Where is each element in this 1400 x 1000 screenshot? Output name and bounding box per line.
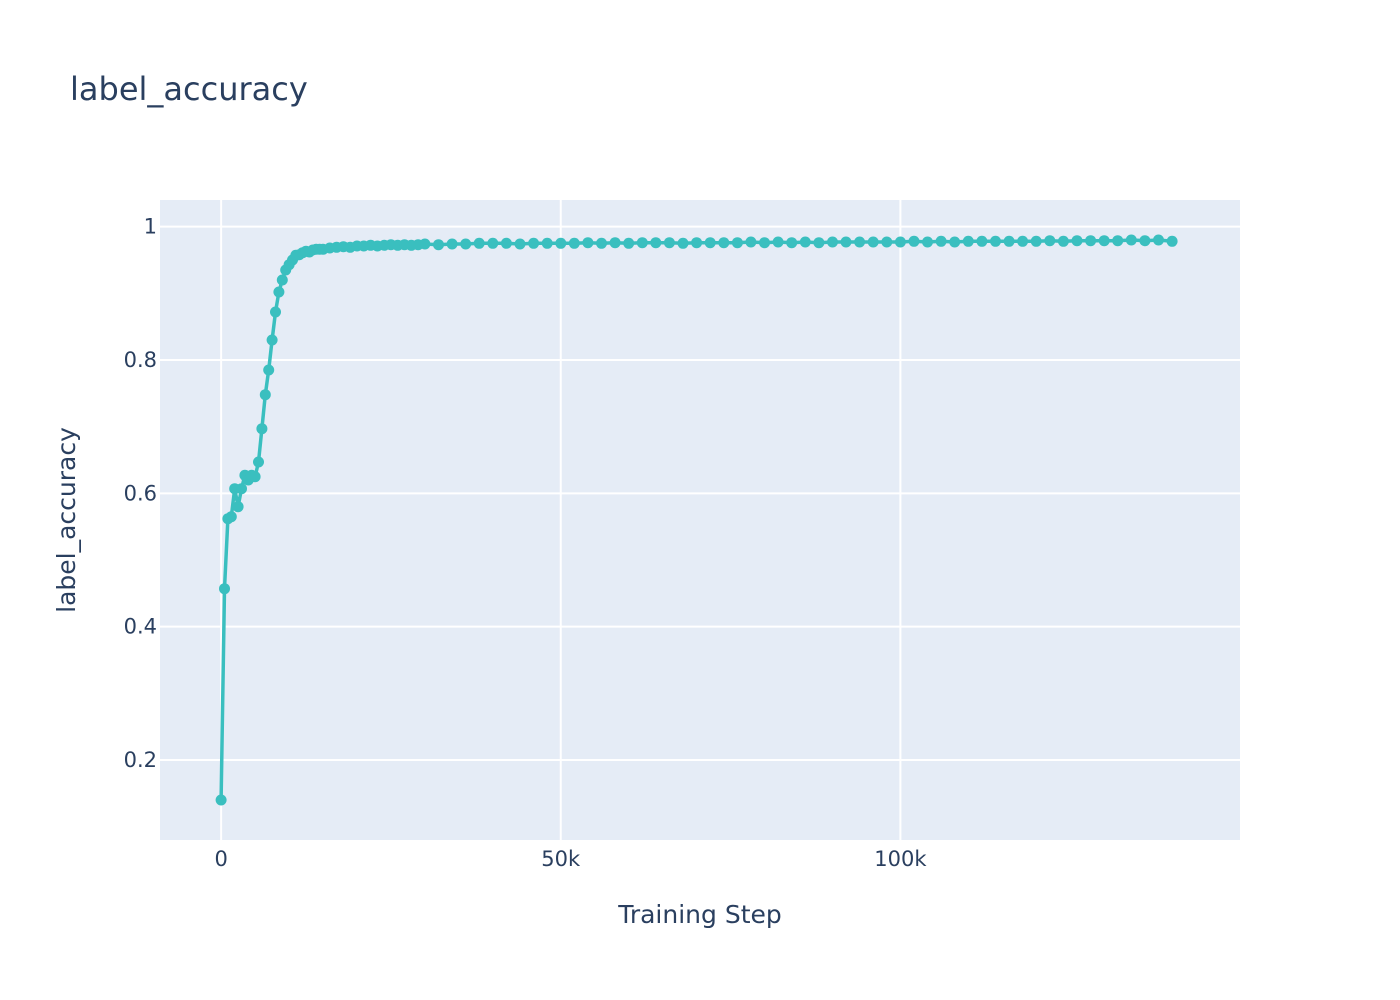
data-point xyxy=(1125,234,1137,246)
y-axis-ticks: 0.2 0.4 0.6 0.8 1 xyxy=(124,215,157,772)
data-point xyxy=(827,236,838,248)
y-tick-label: 0.2 xyxy=(124,748,157,772)
data-point xyxy=(236,483,247,495)
data-point xyxy=(263,364,275,376)
data-point xyxy=(894,236,906,248)
data-point xyxy=(908,235,920,247)
x-tick-label: 100k xyxy=(874,847,927,871)
data-point xyxy=(276,274,288,286)
y-tick-label: 0.8 xyxy=(124,348,157,372)
data-point xyxy=(1098,235,1110,247)
data-point xyxy=(1017,235,1029,247)
data-point xyxy=(718,237,730,249)
data-point xyxy=(249,471,261,483)
data-point xyxy=(500,237,512,249)
data-point xyxy=(704,237,716,249)
data-point xyxy=(854,236,866,248)
data-point xyxy=(799,236,811,248)
data-point xyxy=(636,237,648,249)
data-point xyxy=(840,236,852,248)
data-point xyxy=(1085,235,1097,247)
data-point xyxy=(215,794,227,806)
data-point xyxy=(1112,235,1124,247)
data-point xyxy=(949,236,961,248)
data-point xyxy=(1003,235,1015,247)
data-point xyxy=(473,237,485,249)
data-point xyxy=(609,237,621,249)
data-point xyxy=(813,237,825,249)
y-gridlines xyxy=(160,225,1240,761)
data-point xyxy=(596,237,607,249)
data-point xyxy=(568,237,580,249)
data-point xyxy=(1139,235,1151,247)
data-point xyxy=(772,236,784,248)
y-tick-label: 0.4 xyxy=(124,615,157,639)
data-point xyxy=(446,238,458,250)
data-point xyxy=(623,237,635,249)
data-point xyxy=(419,238,431,250)
y-tick-label: 0.6 xyxy=(124,481,157,505)
data-point xyxy=(1030,235,1042,247)
data-point xyxy=(731,237,743,249)
data-point xyxy=(745,236,757,248)
x-axis-ticks: 0 50k 100k xyxy=(214,847,927,871)
label-accuracy-points xyxy=(215,234,1178,806)
data-point xyxy=(460,238,472,250)
data-point xyxy=(528,237,540,249)
data-point xyxy=(990,235,1001,247)
data-point xyxy=(677,237,689,249)
data-point xyxy=(759,237,770,249)
data-point xyxy=(881,236,893,248)
plot-area xyxy=(160,200,1240,840)
data-point xyxy=(1057,235,1069,247)
data-point xyxy=(541,237,553,249)
data-point xyxy=(962,235,974,247)
data-point xyxy=(976,235,988,247)
data-point xyxy=(219,583,230,595)
data-point xyxy=(253,456,264,468)
data-point xyxy=(663,237,675,249)
data-point xyxy=(256,423,268,435)
data-point xyxy=(1153,234,1164,246)
chart-title: label_accuracy xyxy=(70,70,308,108)
data-point xyxy=(225,511,237,523)
y-tick-label: 1 xyxy=(144,215,157,239)
x-axis-title: Training Step xyxy=(617,900,782,929)
data-point xyxy=(487,237,499,249)
x-tick-label: 50k xyxy=(541,847,581,871)
data-point xyxy=(1071,235,1083,247)
data-point xyxy=(582,237,594,249)
data-point xyxy=(273,286,285,298)
data-point xyxy=(555,237,567,249)
data-point xyxy=(922,236,933,248)
data-point xyxy=(270,306,281,318)
data-point xyxy=(514,238,526,250)
data-point xyxy=(1044,235,1056,247)
data-point xyxy=(232,501,244,513)
data-point xyxy=(266,334,278,346)
data-point xyxy=(1166,235,1178,247)
data-point xyxy=(935,235,947,247)
data-point xyxy=(786,237,798,249)
data-point xyxy=(650,237,662,249)
data-point xyxy=(691,237,703,249)
x-tick-label: 0 xyxy=(214,847,227,871)
data-point xyxy=(433,239,444,251)
data-point xyxy=(867,236,879,248)
y-axis-title: label_accuracy xyxy=(52,427,81,613)
data-point xyxy=(259,389,271,401)
